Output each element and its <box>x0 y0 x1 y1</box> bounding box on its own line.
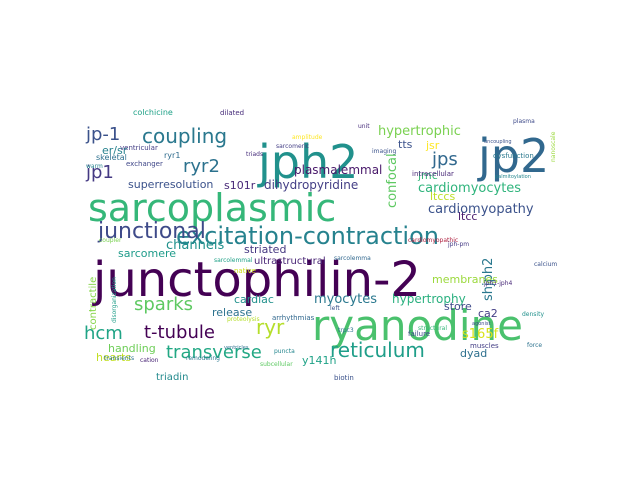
word: force <box>527 342 542 349</box>
word: membranes <box>432 273 498 286</box>
word: cardiac <box>234 293 274 306</box>
word: sarcomere <box>118 247 176 260</box>
word: ryr2 <box>183 156 220 177</box>
word: t-tubule <box>144 322 215 343</box>
word: jsr <box>425 139 440 152</box>
word: channels <box>166 238 224 253</box>
word: ltcc <box>458 210 477 223</box>
word: agonist <box>472 321 490 327</box>
word: failure <box>408 330 430 338</box>
word: shjph2 <box>481 258 496 301</box>
word: dilated <box>220 109 244 117</box>
word: nanoscale <box>550 131 557 162</box>
word: confocal <box>385 153 400 208</box>
word: tts <box>398 138 413 151</box>
word: s101r <box>224 179 256 192</box>
word: s165f <box>462 327 499 342</box>
word: remodeling <box>186 355 220 362</box>
word: cation <box>140 357 159 364</box>
word: structural <box>418 325 447 332</box>
word: skeletal <box>96 153 127 162</box>
word: plasma <box>513 118 535 125</box>
word: biotin <box>334 374 354 382</box>
word: ryanodine <box>312 301 523 350</box>
word: proteolysis <box>227 316 260 323</box>
word: striated <box>244 243 286 256</box>
word: jph-pm <box>447 241 469 248</box>
word: left <box>330 305 340 312</box>
word: native <box>234 267 256 275</box>
word: muscles <box>470 342 499 350</box>
word: triads <box>246 151 263 158</box>
word: transverse <box>166 342 262 363</box>
word: hypertrophy <box>392 292 466 306</box>
word: puncta <box>274 348 295 355</box>
word: arrhythmias <box>272 314 315 322</box>
word: plasmalemmal <box>294 163 382 177</box>
word: myocytes <box>314 292 377 307</box>
word: dyad <box>460 347 487 360</box>
word: release <box>212 306 252 319</box>
word: triadin <box>156 372 188 383</box>
word: jp1 <box>85 162 114 183</box>
word: superresolution <box>128 178 213 191</box>
word: jph1-jph4 <box>483 280 513 287</box>
word: sarcoplasmic <box>88 186 336 230</box>
word: coupling <box>142 124 227 148</box>
word: reticulum <box>330 338 425 362</box>
word: ca2 <box>478 307 498 320</box>
word: ultrastructural <box>254 256 326 267</box>
word: ventricles <box>224 345 249 351</box>
word: hypertrophic <box>378 124 461 139</box>
word: cardiomyopathic <box>408 237 458 244</box>
word: sarcomeric <box>276 143 309 150</box>
word: warm <box>86 163 103 170</box>
word: hcm <box>84 323 123 344</box>
word: sparks <box>134 294 193 315</box>
word: y141h <box>302 354 337 367</box>
word: sarcolemma <box>334 255 371 262</box>
word: subcellular <box>260 361 293 368</box>
word: jph2 <box>257 135 358 189</box>
word: cardiomyopathy <box>428 202 534 217</box>
word: handling <box>108 342 156 355</box>
word: palmitoylation <box>495 174 531 180</box>
word: hearts <box>96 351 131 364</box>
word: intracellular <box>412 170 454 178</box>
word: junctional <box>97 219 206 244</box>
word: disorganization <box>111 277 118 323</box>
word: er/sr <box>102 144 128 157</box>
word: jps <box>431 149 458 170</box>
word: contractile <box>88 277 99 330</box>
word: jmc <box>417 169 438 182</box>
word: transients <box>104 355 134 362</box>
word: exchanger <box>126 160 163 168</box>
word: colchicine <box>133 108 173 117</box>
word: store <box>444 300 472 313</box>
word: trpc3 <box>338 327 354 334</box>
word: dysfunction <box>493 152 534 160</box>
word: unit <box>358 123 370 130</box>
word: sarcolemmal <box>214 257 253 264</box>
word: cardiomyocytes <box>418 181 521 196</box>
word: ventricular <box>120 144 158 152</box>
word: imaging <box>372 148 396 155</box>
word: density <box>522 311 544 318</box>
word: calcium <box>534 261 557 268</box>
word: ryr <box>256 315 285 339</box>
word: ltccs <box>430 190 455 203</box>
word: amplitude <box>292 134 323 141</box>
word: dihydropyridine <box>264 178 358 192</box>
word: coupler <box>99 237 122 244</box>
word: uncoupling <box>484 139 512 145</box>
word: excitation-contraction <box>176 222 439 250</box>
word: junctophilin-2 <box>92 252 421 308</box>
word: jp2 <box>477 129 549 183</box>
word: jp-1 <box>85 124 120 145</box>
word: ryr1 <box>164 151 180 160</box>
